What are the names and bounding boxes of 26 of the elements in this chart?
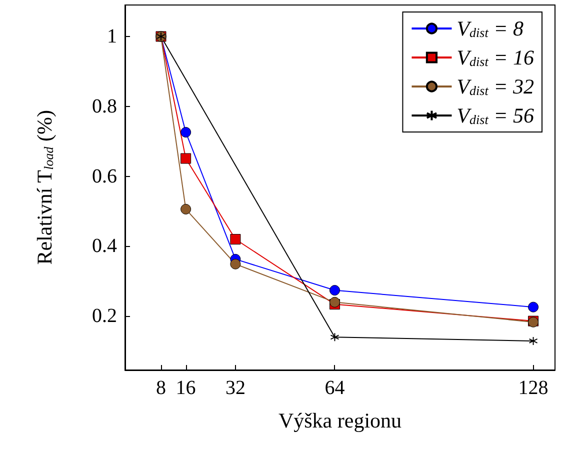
- y-tick-label: 0.8: [92, 95, 117, 118]
- point: [329, 296, 340, 308]
- point: [528, 302, 539, 312]
- y-axis-title: Relativní Tload (%): [32, 110, 56, 265]
- legend-label: Vdist = 8: [456, 16, 524, 40]
- legend-label: Vdist = 32: [456, 74, 534, 98]
- legend-label: Vdist = 16: [456, 46, 534, 70]
- point: [230, 258, 241, 270]
- legend-label: Vdist = 56: [456, 104, 534, 128]
- point: [330, 332, 340, 342]
- point: [230, 234, 241, 244]
- x-tick-label: 64: [324, 377, 345, 399]
- x-tick-label: 16: [176, 377, 196, 399]
- x-tick-label: 32: [225, 377, 246, 399]
- x-tick-label: 128: [518, 377, 548, 399]
- y-tick-label: 1: [107, 25, 117, 48]
- x-axis-title: Výška regionu: [278, 408, 402, 432]
- y-tick-label: 0.2: [92, 305, 117, 328]
- y-tick-label: 0.6: [92, 165, 117, 188]
- x-tick-label: 8: [156, 377, 166, 399]
- point: [180, 127, 192, 138]
- point: [180, 153, 192, 164]
- y-tick-label: 0.4: [92, 235, 117, 258]
- point: [528, 336, 538, 346]
- point: [180, 204, 192, 214]
- point: [329, 285, 340, 296]
